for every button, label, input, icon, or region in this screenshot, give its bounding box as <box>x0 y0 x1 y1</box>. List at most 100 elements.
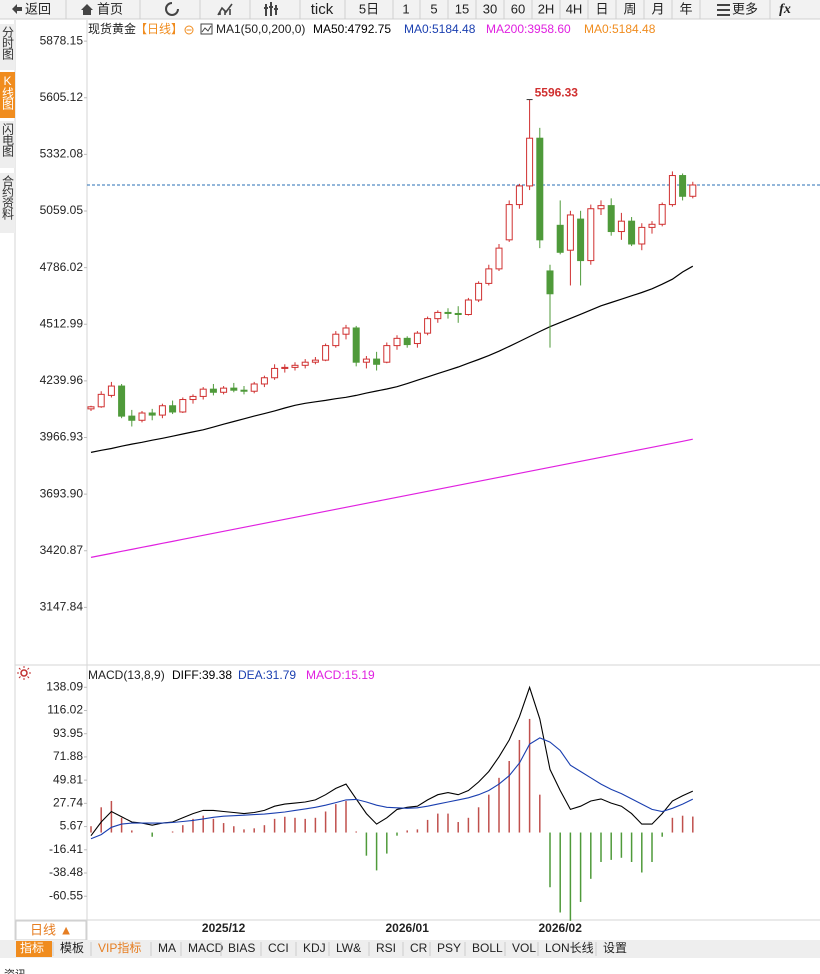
macd-bar <box>539 794 541 833</box>
tab-active-bg <box>16 941 52 957</box>
toolbar-button[interactable]: fx <box>779 2 791 17</box>
candle-body <box>311 359 319 363</box>
indicator-label: MA1(50,0,200,0) <box>216 22 305 36</box>
candle-body <box>373 358 381 365</box>
footer-tab[interactable]: 资讯 <box>4 968 26 974</box>
candle-body <box>199 388 207 397</box>
indicator-tab[interactable]: MA <box>158 941 176 955</box>
macd-bar <box>426 819 429 833</box>
macd-bar <box>549 832 551 888</box>
indicator-tab[interactable]: 设置 <box>603 941 627 955</box>
candle-body <box>352 327 360 363</box>
candle-body <box>383 345 391 363</box>
toolbar-button[interactable]: 更多 <box>732 1 758 16</box>
legend-item: MACD:15.19 <box>306 668 375 682</box>
macd-bar <box>477 807 480 833</box>
macd-bar <box>110 800 113 833</box>
macd-bar <box>467 817 470 833</box>
candle-body <box>628 220 636 245</box>
candle-body <box>403 337 411 346</box>
macd-bar <box>212 818 215 833</box>
indicator-tab[interactable]: MACD <box>188 941 224 955</box>
macd-bar <box>243 829 245 833</box>
y-tick-label: 3420.87 <box>40 543 84 557</box>
toolbar-button[interactable]: 月 <box>651 1 664 16</box>
macd-bar <box>671 817 674 833</box>
y-tick-label: 3693.90 <box>40 486 84 500</box>
sidebar-tab-bg[interactable] <box>0 24 15 70</box>
toolbar-button[interactable]: 首页 <box>97 1 123 16</box>
indicator-tab[interactable]: 模板 <box>60 941 84 955</box>
indicator-tab[interactable]: LW& <box>336 941 361 955</box>
macd-bar <box>222 823 225 833</box>
indicator-tab[interactable]: 指标 <box>20 940 44 955</box>
macd-bar <box>253 828 255 833</box>
period-button[interactable]: 日线 ▲ <box>30 922 72 937</box>
toolbar-button[interactable]: 4H <box>566 1 583 16</box>
macd-bar <box>590 832 592 879</box>
sidebar-tab[interactable]: K线图 <box>1 74 15 110</box>
toolbar-button[interactable]: 30 <box>483 1 497 16</box>
indicator-tab[interactable]: VIP指标 <box>98 940 141 955</box>
toolbar-button[interactable]: 2H <box>538 1 555 16</box>
indicator-icon-line <box>201 25 212 33</box>
y-tick-label: 5332.08 <box>40 147 84 161</box>
toolbar-button[interactable]: 5日 <box>359 1 379 16</box>
candle-body <box>434 311 442 320</box>
macd-bar <box>610 832 612 860</box>
candle-body <box>566 214 574 251</box>
indicator-tab[interactable]: RSI <box>376 941 396 955</box>
macd-title: MACD(13,8,9) <box>88 668 165 682</box>
macd-bar <box>131 830 133 833</box>
candle-body <box>495 247 503 270</box>
diff-line <box>90 685 694 837</box>
y-tick-label: 49.81 <box>53 772 83 786</box>
collapse-icon[interactable] <box>184 25 194 35</box>
candle-icon <box>264 2 278 16</box>
toolbar-button[interactable]: 日 <box>595 1 608 16</box>
toolbar-button[interactable]: 周 <box>623 1 636 16</box>
indicator-tab[interactable]: PSY <box>437 941 461 955</box>
indicator-icon[interactable] <box>200 23 213 35</box>
toolbar-button[interactable]: 60 <box>511 1 525 16</box>
indicator-tab[interactable]: CCI <box>268 941 289 955</box>
macd-bar <box>437 813 439 833</box>
sidebar-tab[interactable]: 合约资料 <box>1 174 15 220</box>
y-tick-label: 4786.02 <box>40 260 84 274</box>
macd-bar <box>457 822 459 833</box>
toolbar-button[interactable]: 年 <box>679 1 692 16</box>
macd-bar <box>263 825 266 833</box>
sidebar-tab-bg[interactable] <box>0 173 15 233</box>
toolbar-button[interactable]: 返回 <box>25 1 51 16</box>
toolbar-button[interactable]: 15 <box>455 1 469 16</box>
settings-icon[interactable] <box>20 669 28 677</box>
candle-body <box>220 387 228 393</box>
macd-bar <box>120 817 123 833</box>
chart-area <box>15 20 820 920</box>
macd-bar <box>447 813 449 833</box>
toolbar-button[interactable]: 5 <box>430 1 437 16</box>
legend-item: DIFF:39.38 <box>172 668 232 682</box>
indicator-tab[interactable]: BOLL <box>472 941 503 955</box>
macd-bar <box>294 817 296 833</box>
toolbar-button[interactable]: 1 <box>402 1 409 16</box>
sidebar-tab-bg[interactable] <box>0 72 15 118</box>
sidebar-tab[interactable]: 闪电图 <box>1 123 15 157</box>
macd-bar <box>151 832 153 837</box>
macd-bar <box>498 777 500 833</box>
y-tick-label: 4512.99 <box>40 316 84 330</box>
sidebar-tab-bg[interactable] <box>0 121 15 168</box>
sidebar-tab[interactable]: 分时图 <box>1 26 15 60</box>
indicator-tab[interactable]: VOL <box>512 941 536 955</box>
indicator-tab[interactable]: BIAS <box>228 941 255 955</box>
macd-bar <box>488 794 490 833</box>
macd-bar <box>559 832 561 913</box>
ma-line <box>90 265 694 453</box>
candle-body <box>138 412 146 421</box>
macd-bar <box>579 832 582 902</box>
indicator-tab[interactable]: KDJ <box>303 941 326 955</box>
toolbar-button[interactable]: tick <box>311 1 334 18</box>
indicator-tab[interactable]: CR <box>410 941 428 955</box>
indicator-tab[interactable]: LON长线 <box>545 941 594 955</box>
macd-bar <box>171 831 174 833</box>
